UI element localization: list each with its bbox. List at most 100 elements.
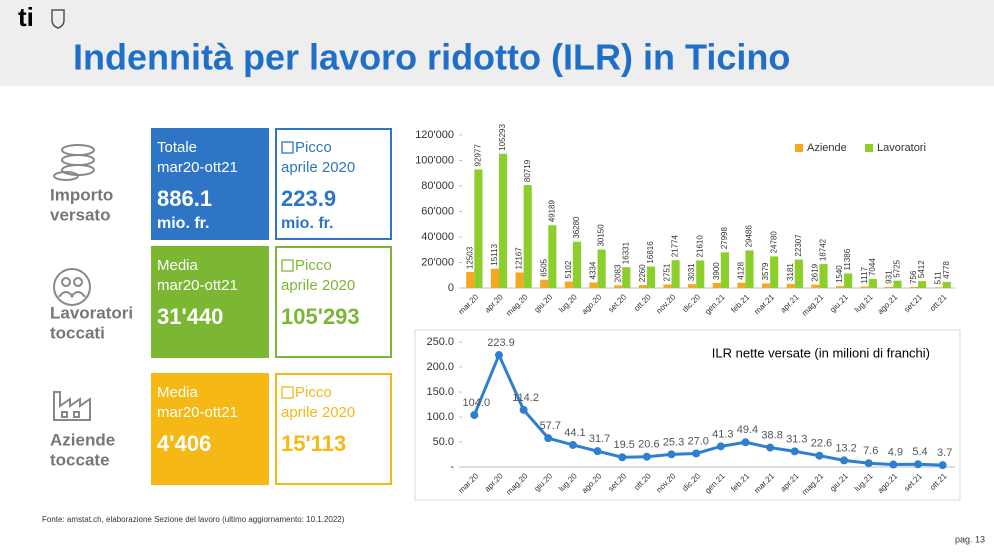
- y-tick-label: -: [450, 461, 454, 473]
- data-label: 21774: [671, 234, 680, 257]
- data-label: 49189: [547, 199, 556, 222]
- y-tick-label: 20'000: [421, 256, 454, 268]
- x-tick-label: gen.21: [703, 471, 727, 495]
- data-label: 36280: [572, 216, 581, 239]
- x-tick-label: lug.21: [853, 471, 875, 493]
- point: [692, 449, 701, 458]
- bar: [622, 267, 631, 288]
- point: [667, 450, 676, 459]
- x-tick-label: set.21: [902, 471, 924, 493]
- x-tick-label: set.21: [902, 292, 924, 314]
- bar: [893, 280, 902, 288]
- data-label: 57.7: [540, 420, 561, 432]
- y-tick-label: 0: [448, 282, 454, 294]
- row-label: Aziende: [50, 430, 115, 449]
- data-label: 2260: [638, 264, 647, 282]
- bar: [638, 285, 647, 288]
- row-label: Importo: [50, 185, 113, 204]
- y-tick-label: 250.0: [426, 336, 454, 348]
- logo-shield: [51, 9, 65, 29]
- icon-people: [53, 268, 91, 306]
- x-tick-label: giu.21: [828, 292, 850, 314]
- peak-box: [275, 373, 392, 485]
- bar: [688, 284, 697, 288]
- peak-box: [275, 128, 392, 240]
- bar: [761, 283, 771, 288]
- bar: [663, 284, 672, 288]
- data-label: 44.1: [564, 427, 585, 439]
- peak-text: Picco: [295, 384, 332, 401]
- data-label: 11386: [843, 248, 852, 270]
- bar: [671, 260, 680, 288]
- bar: [819, 264, 828, 288]
- page-number: pag. 13: [955, 534, 985, 544]
- point: [642, 452, 651, 461]
- bar: [770, 256, 779, 288]
- data-label: 16816: [646, 241, 655, 264]
- page-title: Indennità per lavoro ridotto (ILR) in Ti…: [73, 37, 790, 78]
- summary-text: 4'406: [157, 431, 211, 456]
- point: [519, 405, 528, 414]
- x-tick-label: lug.20: [557, 292, 579, 314]
- data-label: 3579: [761, 262, 770, 280]
- summary-text: mar20-ott21: [157, 159, 238, 176]
- peak-box: [275, 246, 392, 358]
- x-tick-label: mar.20: [457, 471, 481, 495]
- data-label: 13.2: [835, 442, 856, 454]
- x-tick-label: mar.21: [752, 471, 776, 495]
- x-tick-label: apr.21: [779, 292, 801, 314]
- summary-box: [151, 128, 269, 240]
- data-label: 7044: [868, 258, 877, 276]
- bar: [868, 279, 877, 288]
- peak-text: 105'293: [281, 304, 360, 329]
- legend-swatch: [795, 144, 803, 152]
- data-label: 3900: [712, 262, 721, 280]
- peak-text: aprile 2020: [281, 277, 355, 294]
- point: [840, 456, 849, 465]
- data-label: 30150: [597, 224, 606, 247]
- data-label: 49.4: [737, 424, 758, 436]
- y-tick-label: 40'000: [421, 231, 454, 243]
- peak-text: aprile 2020: [281, 159, 355, 176]
- bar: [934, 287, 943, 288]
- bar: [474, 169, 483, 288]
- data-label: 31.3: [786, 433, 807, 445]
- data-label: 931: [884, 270, 893, 284]
- x-tick-label: lug.21: [853, 292, 875, 314]
- y-tick-label: 60'000: [421, 205, 454, 217]
- x-tick-label: mag.20: [504, 471, 530, 497]
- point: [889, 460, 898, 469]
- data-label: 6505: [539, 258, 548, 276]
- line-chart-frame: [414, 329, 961, 501]
- bar: [745, 250, 754, 288]
- data-label: 18742: [819, 238, 828, 261]
- data-label: 24780: [769, 231, 778, 254]
- data-label: 92977: [474, 144, 483, 167]
- x-tick-label: set.20: [606, 292, 628, 314]
- x-tick-label: giu.21: [828, 471, 850, 493]
- peak-text: mio. fr.: [281, 215, 333, 232]
- x-tick-label: mag.21: [800, 471, 826, 497]
- summary-text: 31'440: [157, 304, 223, 329]
- data-label: 1117: [860, 266, 869, 283]
- bar: [835, 286, 845, 288]
- summary-text: mar20-ott21: [157, 277, 238, 294]
- y-tick-label: 200.0: [426, 361, 454, 373]
- point: [544, 434, 553, 443]
- bar: [498, 153, 508, 288]
- summary-text: Totale: [157, 139, 197, 156]
- header-band: [0, 0, 994, 86]
- data-label: 15113: [490, 244, 499, 266]
- data-label: 27.0: [687, 435, 708, 447]
- logo: ti: [18, 2, 34, 32]
- bar: [466, 272, 475, 288]
- bar: [737, 282, 746, 288]
- row-label: toccati: [50, 323, 105, 342]
- row-label: toccate: [50, 450, 110, 469]
- bar: [720, 252, 729, 288]
- x-tick-label: apr.20: [483, 292, 505, 314]
- bar: [811, 284, 820, 288]
- data-label: 5412: [917, 260, 926, 278]
- summary-text: mar20-ott21: [157, 404, 238, 421]
- peak-text: Picco: [295, 139, 332, 156]
